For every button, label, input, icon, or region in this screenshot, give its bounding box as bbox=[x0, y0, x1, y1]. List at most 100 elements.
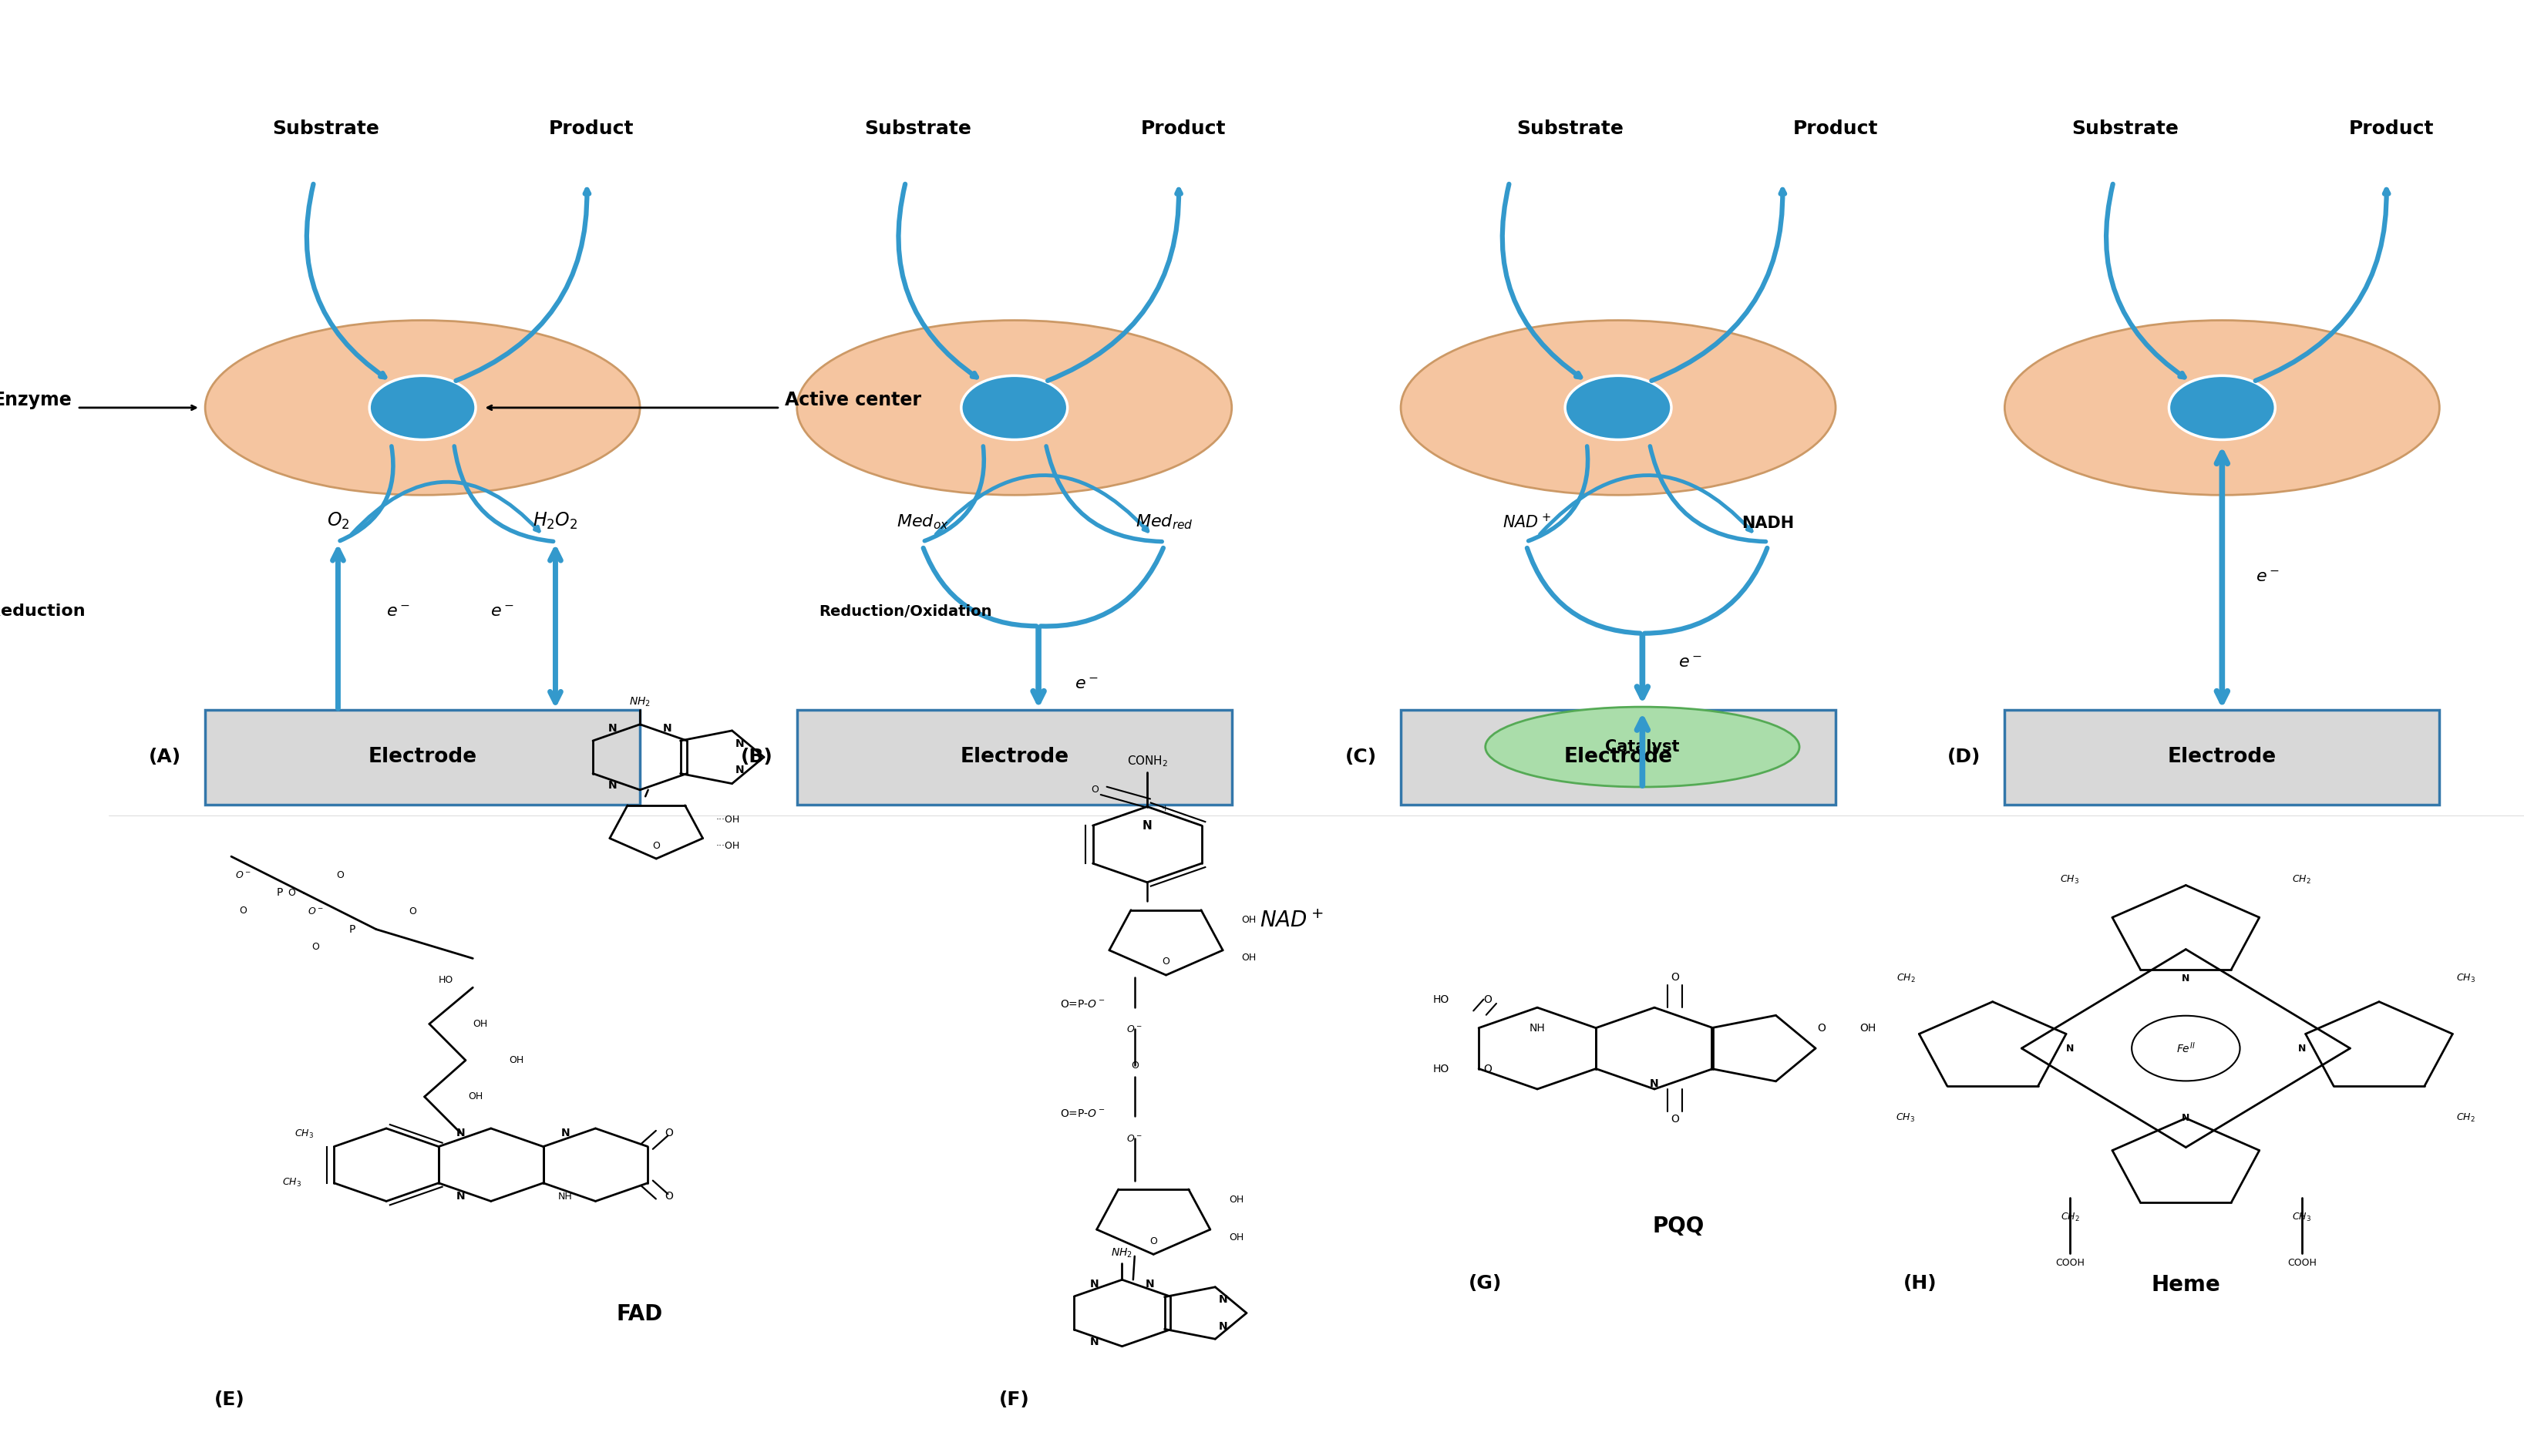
Text: O=P-$O^-$: O=P-$O^-$ bbox=[1060, 999, 1106, 1010]
Text: N: N bbox=[1219, 1321, 1227, 1332]
Text: ···OH: ···OH bbox=[717, 840, 740, 850]
Text: $NH_2$: $NH_2$ bbox=[1111, 1248, 1133, 1259]
FancyBboxPatch shape bbox=[798, 711, 1232, 804]
Text: O: O bbox=[288, 888, 295, 898]
Text: (D): (D) bbox=[1946, 748, 1981, 766]
Text: COOH: COOH bbox=[2055, 1258, 2085, 1268]
Text: OH: OH bbox=[1860, 1022, 1875, 1034]
Text: $O_2$: $O_2$ bbox=[326, 511, 348, 531]
Text: $CH_2$: $CH_2$ bbox=[1896, 973, 1916, 984]
Text: O: O bbox=[1161, 957, 1169, 967]
Text: $CH_3$: $CH_3$ bbox=[2456, 973, 2476, 984]
Text: $CH_2$: $CH_2$ bbox=[2456, 1112, 2476, 1124]
Text: O: O bbox=[240, 906, 247, 916]
Text: (E): (E) bbox=[215, 1390, 245, 1409]
Text: O: O bbox=[1484, 1063, 1492, 1075]
Text: O: O bbox=[1671, 973, 1678, 983]
Text: Enzyme: Enzyme bbox=[0, 392, 73, 409]
Text: (B): (B) bbox=[740, 748, 772, 766]
Text: NH: NH bbox=[1530, 1022, 1545, 1034]
Text: Catalyst: Catalyst bbox=[1605, 740, 1678, 754]
Text: Substrate: Substrate bbox=[863, 119, 972, 138]
Circle shape bbox=[2168, 376, 2274, 440]
Text: OH: OH bbox=[1229, 1232, 1244, 1242]
Text: (G): (G) bbox=[1469, 1274, 1502, 1293]
Text: $CH_3$: $CH_3$ bbox=[295, 1128, 313, 1140]
Text: $NAD^+$: $NAD^+$ bbox=[1259, 910, 1325, 932]
Text: O: O bbox=[313, 942, 321, 952]
Text: Electrode: Electrode bbox=[369, 747, 477, 767]
Text: N: N bbox=[2067, 1044, 2075, 1053]
Text: FAD: FAD bbox=[616, 1303, 664, 1325]
Text: ···OH: ···OH bbox=[717, 814, 740, 824]
Text: N: N bbox=[560, 1128, 570, 1139]
Text: $e^-$: $e^-$ bbox=[490, 604, 515, 619]
Text: $CH_3$: $CH_3$ bbox=[283, 1178, 303, 1188]
Text: OH: OH bbox=[1229, 1194, 1244, 1204]
Text: OH: OH bbox=[472, 1019, 487, 1029]
Text: $Med_{red}$: $Med_{red}$ bbox=[1136, 514, 1194, 531]
Text: Electrode: Electrode bbox=[1565, 747, 1673, 767]
Text: PQQ: PQQ bbox=[1653, 1216, 1704, 1238]
Ellipse shape bbox=[204, 320, 641, 495]
Text: Substrate: Substrate bbox=[2072, 119, 2178, 138]
Text: Product: Product bbox=[2347, 119, 2433, 138]
Text: N: N bbox=[1090, 1278, 1098, 1290]
Text: N: N bbox=[1651, 1079, 1658, 1089]
Text: N: N bbox=[1219, 1294, 1227, 1305]
Text: (C): (C) bbox=[1345, 748, 1376, 766]
Text: N: N bbox=[1090, 1337, 1098, 1347]
Circle shape bbox=[369, 376, 475, 440]
Text: N: N bbox=[457, 1191, 464, 1201]
Text: HO: HO bbox=[1434, 1063, 1449, 1075]
Text: O: O bbox=[664, 1128, 674, 1139]
Text: $e^-$: $e^-$ bbox=[2256, 569, 2279, 585]
Text: O: O bbox=[1817, 1022, 1825, 1034]
Text: O: O bbox=[651, 840, 661, 850]
Text: O: O bbox=[1148, 1236, 1159, 1246]
Text: $CH_2$: $CH_2$ bbox=[2060, 1211, 2080, 1223]
Ellipse shape bbox=[1484, 706, 1800, 786]
Text: O: O bbox=[409, 907, 416, 917]
Text: $CH_2$: $CH_2$ bbox=[2292, 874, 2312, 885]
Text: Reduction: Reduction bbox=[0, 604, 86, 619]
Circle shape bbox=[962, 376, 1068, 440]
Text: CONH$_2$: CONH$_2$ bbox=[1126, 754, 1169, 769]
Text: N: N bbox=[608, 724, 618, 734]
Text: $Med_{ox}$: $Med_{ox}$ bbox=[896, 514, 949, 531]
Text: $e^-$: $e^-$ bbox=[386, 604, 411, 619]
Text: Product: Product bbox=[1141, 119, 1227, 138]
Text: $Fe^{II}$: $Fe^{II}$ bbox=[2176, 1041, 2196, 1056]
Text: (A): (A) bbox=[149, 748, 182, 766]
Circle shape bbox=[1565, 376, 1671, 440]
FancyBboxPatch shape bbox=[2004, 711, 2441, 804]
Ellipse shape bbox=[798, 320, 1232, 495]
Text: P: P bbox=[348, 925, 356, 935]
Text: O: O bbox=[1484, 994, 1492, 1005]
FancyBboxPatch shape bbox=[1401, 711, 1835, 804]
Text: O: O bbox=[336, 871, 343, 881]
Text: OH: OH bbox=[1242, 954, 1257, 962]
Text: N: N bbox=[664, 724, 671, 734]
Text: HO: HO bbox=[439, 976, 454, 986]
Text: $CH_3$: $CH_3$ bbox=[2292, 1211, 2312, 1223]
Text: Electrode: Electrode bbox=[959, 747, 1068, 767]
Text: Electrode: Electrode bbox=[2168, 747, 2277, 767]
Text: $O^-$: $O^-$ bbox=[1126, 1025, 1143, 1035]
Text: $NH_2$: $NH_2$ bbox=[628, 696, 651, 708]
Text: Substrate: Substrate bbox=[273, 119, 379, 138]
Text: $CH_3$: $CH_3$ bbox=[2060, 874, 2080, 885]
Text: Heme: Heme bbox=[2150, 1274, 2221, 1296]
Ellipse shape bbox=[1401, 320, 1835, 495]
Text: O: O bbox=[664, 1191, 674, 1201]
Text: $e^-$: $e^-$ bbox=[1678, 655, 1704, 670]
Text: O: O bbox=[1131, 1060, 1138, 1070]
Text: N: N bbox=[608, 780, 618, 791]
Text: N: N bbox=[734, 764, 745, 776]
Text: (F): (F) bbox=[1000, 1390, 1030, 1409]
Circle shape bbox=[2133, 1016, 2239, 1080]
Text: $CH_3$: $CH_3$ bbox=[1896, 1112, 1916, 1124]
Text: OH: OH bbox=[510, 1056, 525, 1066]
Text: Product: Product bbox=[550, 119, 634, 138]
Text: Active center: Active center bbox=[785, 392, 921, 409]
